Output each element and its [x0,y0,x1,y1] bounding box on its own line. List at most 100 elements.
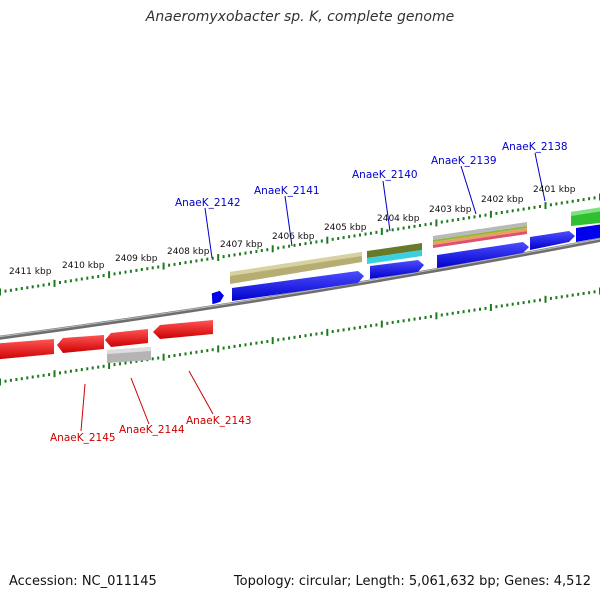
minor-tick [129,269,132,273]
gene-label[interactable]: AnaeK_2141 [254,185,320,197]
major-tick [271,245,274,253]
minor-tick [555,202,558,206]
minor-tick [299,243,301,246]
minor-tick [20,287,23,290]
gene-label[interactable]: AnaeK_2144 [119,424,185,436]
minor-tick [179,262,181,265]
minor-tick [359,325,361,329]
major-tick [162,353,165,361]
minor-tick [222,255,225,259]
minor-tick [484,213,487,217]
kbp-label: 2411 kbp [9,267,52,277]
minor-tick [26,376,29,380]
minor-tick [244,343,247,347]
minor-tick [168,263,171,267]
kbp-label: 2409 kbp [115,254,158,264]
minor-tick [200,349,203,353]
minor-tick [173,354,176,357]
minor-tick [593,196,596,200]
minor-tick [560,201,563,205]
minor-tick [42,283,45,287]
minor-tick [37,374,40,378]
minor-tick [211,348,214,352]
minor-tick [457,218,460,221]
minor-tick [560,295,563,299]
minor-tick [402,226,405,230]
kbp-label: 2402 kbp [481,195,524,205]
minor-tick [424,316,427,319]
minor-tick [473,308,476,312]
gene-arrow [370,260,424,279]
minor-tick [59,281,61,284]
gene-arrow [211,290,224,305]
minor-tick [582,198,585,202]
minor-tick [462,217,465,221]
minor-tick [413,224,416,228]
minor-tick [457,311,460,314]
minor-tick [528,206,531,210]
kbp-labels: 2411 kbp 2410 kbp 2409 kbp 2408 kbp 2407… [9,185,576,277]
minor-tick [511,302,514,306]
minor-tick [299,335,301,338]
minor-tick [282,337,285,341]
minor-tick [249,342,252,346]
minor-tick [528,300,531,304]
minor-tick [304,334,307,338]
reverse-genes [0,320,213,363]
minor-tick [533,299,536,303]
minor-tick [429,222,432,226]
minor-tick [184,352,187,356]
gene-label[interactable]: AnaeK_2142 [175,197,241,209]
minor-tick [189,260,192,264]
major-tick [108,271,111,279]
minor-tick [113,272,116,276]
minor-tick [348,235,351,239]
cds-track [367,243,422,258]
minor-tick [135,359,138,363]
minor-tick [375,230,378,234]
minor-tick [151,357,154,361]
minor-tick [119,362,121,366]
minor-tick [151,266,154,270]
minor-tick [446,219,449,223]
minor-tick [364,325,367,329]
minor-tick [97,365,100,369]
gene-arrow [105,329,148,347]
major-tick [544,202,547,210]
gene-label[interactable]: AnaeK_2145 [50,432,116,444]
minor-tick [386,321,389,325]
gene-label[interactable]: AnaeK_2138 [502,141,568,153]
minor-tick [588,197,591,201]
gene-label[interactable]: AnaeK_2140 [352,169,418,181]
minor-tick [266,248,269,252]
minor-tick [582,292,585,295]
minor-tick [211,256,214,260]
minor-tick [391,320,394,324]
gene-arrow [57,335,104,353]
gene-label[interactable]: AnaeK_2143 [186,415,252,427]
minor-tick [86,276,89,280]
genome-backbone [0,237,600,340]
gene-arrow [437,242,529,268]
gene-label[interactable]: AnaeK_2139 [431,155,497,167]
minor-tick [157,356,160,360]
minor-tick [15,287,18,291]
minor-tick [200,258,203,262]
minor-tick [124,270,127,274]
minor-tick [397,227,400,231]
minor-tick [517,208,520,212]
minor-tick [206,349,209,353]
kbp-label: 2408 kbp [167,247,210,257]
minor-tick [369,231,372,235]
major-tick [435,312,438,320]
minor-tick [424,223,427,227]
minor-tick [102,274,105,278]
major-tick [53,370,56,378]
minor-tick [500,211,503,214]
minor-tick [342,328,345,332]
minor-tick [288,336,291,340]
minor-tick [75,278,78,282]
minor-tick [386,229,389,233]
minor-tick [124,361,127,365]
minor-tick [15,378,18,381]
